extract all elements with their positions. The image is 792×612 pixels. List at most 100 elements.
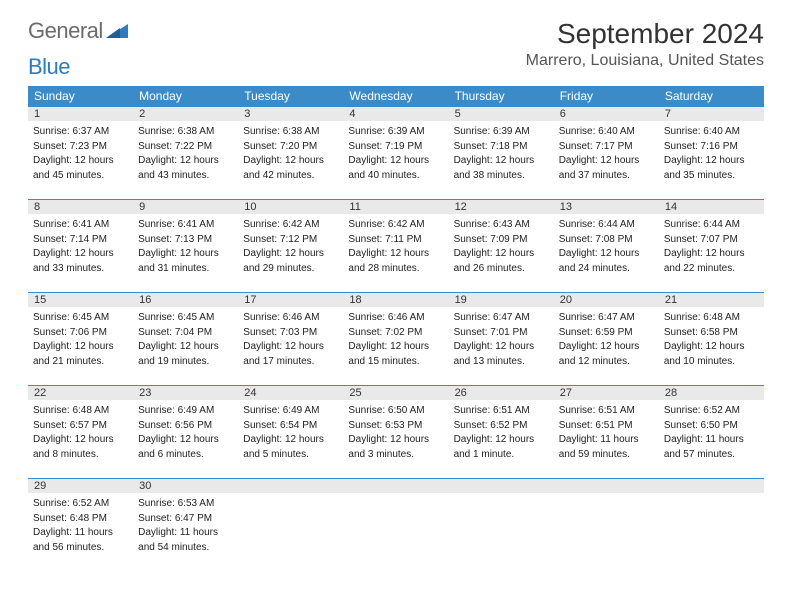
day-line: Sunset: 7:22 PM (138, 140, 233, 154)
title-block: September 2024 Marrero, Louisiana, Unite… (526, 18, 764, 70)
day-details: Sunrise: 6:39 AMSunset: 7:19 PMDaylight:… (348, 125, 443, 182)
day-line: and 3 minutes. (348, 448, 443, 462)
day-cell: Sunrise: 6:45 AMSunset: 7:06 PMDaylight:… (28, 307, 133, 385)
weekday-sat: Saturday (659, 86, 764, 106)
day-cell: Sunrise: 6:51 AMSunset: 6:51 PMDaylight:… (554, 400, 659, 478)
day-line: Daylight: 11 hours (138, 526, 233, 540)
day-line: and 6 minutes. (138, 448, 233, 462)
day-number (554, 479, 659, 493)
day-line: and 57 minutes. (664, 448, 759, 462)
day-line: Sunrise: 6:45 AM (33, 311, 128, 325)
day-line: and 56 minutes. (33, 541, 128, 555)
day-cell: Sunrise: 6:38 AMSunset: 7:22 PMDaylight:… (133, 121, 238, 199)
day-line: Daylight: 12 hours (664, 247, 759, 261)
day-details: Sunrise: 6:44 AMSunset: 7:07 PMDaylight:… (664, 218, 759, 275)
day-line: Daylight: 12 hours (33, 433, 128, 447)
day-number (343, 479, 448, 493)
day-number: 1 (28, 107, 133, 121)
day-number (449, 479, 554, 493)
day-number: 17 (238, 293, 343, 307)
day-line: Daylight: 11 hours (559, 433, 654, 447)
day-details: Sunrise: 6:45 AMSunset: 7:04 PMDaylight:… (138, 311, 233, 368)
day-number: 9 (133, 200, 238, 214)
day-number: 5 (449, 107, 554, 121)
day-line: Sunrise: 6:44 AM (664, 218, 759, 232)
day-line: Sunrise: 6:53 AM (138, 497, 233, 511)
day-line: Sunrise: 6:39 AM (454, 125, 549, 139)
day-cell: Sunrise: 6:48 AMSunset: 6:57 PMDaylight:… (28, 400, 133, 478)
day-cell (659, 493, 764, 571)
day-line: Sunset: 7:13 PM (138, 233, 233, 247)
day-line: Sunrise: 6:52 AM (33, 497, 128, 511)
day-line: Daylight: 12 hours (664, 154, 759, 168)
day-details: Sunrise: 6:53 AMSunset: 6:47 PMDaylight:… (138, 497, 233, 554)
day-line: and 15 minutes. (348, 355, 443, 369)
location: Marrero, Louisiana, United States (526, 52, 764, 70)
day-details: Sunrise: 6:40 AMSunset: 7:17 PMDaylight:… (559, 125, 654, 182)
day-number (659, 479, 764, 493)
day-number-row: 1234567 (28, 106, 764, 121)
day-line: Sunset: 7:07 PM (664, 233, 759, 247)
day-line: and 38 minutes. (454, 169, 549, 183)
day-line: Sunrise: 6:46 AM (348, 311, 443, 325)
day-line: Sunset: 6:48 PM (33, 512, 128, 526)
day-details: Sunrise: 6:47 AMSunset: 6:59 PMDaylight:… (559, 311, 654, 368)
day-line: and 8 minutes. (33, 448, 128, 462)
day-line: Sunset: 6:53 PM (348, 419, 443, 433)
day-line: Sunset: 6:51 PM (559, 419, 654, 433)
day-line: and 10 minutes. (664, 355, 759, 369)
day-details: Sunrise: 6:46 AMSunset: 7:03 PMDaylight:… (243, 311, 338, 368)
day-number: 27 (554, 386, 659, 400)
day-line: Sunrise: 6:40 AM (559, 125, 654, 139)
day-details: Sunrise: 6:42 AMSunset: 7:11 PMDaylight:… (348, 218, 443, 275)
day-line: Daylight: 12 hours (559, 340, 654, 354)
day-line: Daylight: 12 hours (243, 433, 338, 447)
day-line: Sunset: 7:04 PM (138, 326, 233, 340)
day-line: Sunrise: 6:47 AM (559, 311, 654, 325)
day-number-row: 15161718192021 (28, 292, 764, 307)
day-line: Sunrise: 6:52 AM (664, 404, 759, 418)
day-line: Sunset: 6:50 PM (664, 419, 759, 433)
day-cell: Sunrise: 6:49 AMSunset: 6:54 PMDaylight:… (238, 400, 343, 478)
day-cell: Sunrise: 6:47 AMSunset: 6:59 PMDaylight:… (554, 307, 659, 385)
weekday-wed: Wednesday (343, 86, 448, 106)
day-cell: Sunrise: 6:48 AMSunset: 6:58 PMDaylight:… (659, 307, 764, 385)
logo-triangle-icon (106, 18, 128, 44)
day-cell: Sunrise: 6:42 AMSunset: 7:12 PMDaylight:… (238, 214, 343, 292)
day-line: and 22 minutes. (664, 262, 759, 276)
day-line: Daylight: 12 hours (33, 154, 128, 168)
day-line: Sunrise: 6:40 AM (664, 125, 759, 139)
day-details: Sunrise: 6:45 AMSunset: 7:06 PMDaylight:… (33, 311, 128, 368)
day-line: Sunset: 7:09 PM (454, 233, 549, 247)
day-number: 23 (133, 386, 238, 400)
day-line: Sunset: 7:06 PM (33, 326, 128, 340)
day-line: Sunrise: 6:48 AM (33, 404, 128, 418)
day-details: Sunrise: 6:44 AMSunset: 7:08 PMDaylight:… (559, 218, 654, 275)
day-number: 6 (554, 107, 659, 121)
day-line: and 5 minutes. (243, 448, 338, 462)
day-number: 26 (449, 386, 554, 400)
day-line: Daylight: 12 hours (33, 340, 128, 354)
day-line: and 12 minutes. (559, 355, 654, 369)
day-line: and 28 minutes. (348, 262, 443, 276)
day-cell: Sunrise: 6:46 AMSunset: 7:02 PMDaylight:… (343, 307, 448, 385)
day-line: Daylight: 12 hours (454, 340, 549, 354)
day-line: Daylight: 12 hours (559, 247, 654, 261)
day-number: 8 (28, 200, 133, 214)
weekday-thu: Thursday (449, 86, 554, 106)
calendar: Sunday Monday Tuesday Wednesday Thursday… (28, 86, 764, 571)
day-line: Sunrise: 6:51 AM (559, 404, 654, 418)
day-number: 16 (133, 293, 238, 307)
day-line: and 37 minutes. (559, 169, 654, 183)
day-number: 22 (28, 386, 133, 400)
day-cell: Sunrise: 6:40 AMSunset: 7:17 PMDaylight:… (554, 121, 659, 199)
day-line: Sunrise: 6:38 AM (243, 125, 338, 139)
day-line: Sunset: 7:03 PM (243, 326, 338, 340)
day-line: Sunset: 7:11 PM (348, 233, 443, 247)
day-details: Sunrise: 6:41 AMSunset: 7:13 PMDaylight:… (138, 218, 233, 275)
day-number-row: 891011121314 (28, 199, 764, 214)
day-details: Sunrise: 6:39 AMSunset: 7:18 PMDaylight:… (454, 125, 549, 182)
day-number: 3 (238, 107, 343, 121)
day-line: Sunrise: 6:47 AM (454, 311, 549, 325)
day-line: Sunset: 6:59 PM (559, 326, 654, 340)
